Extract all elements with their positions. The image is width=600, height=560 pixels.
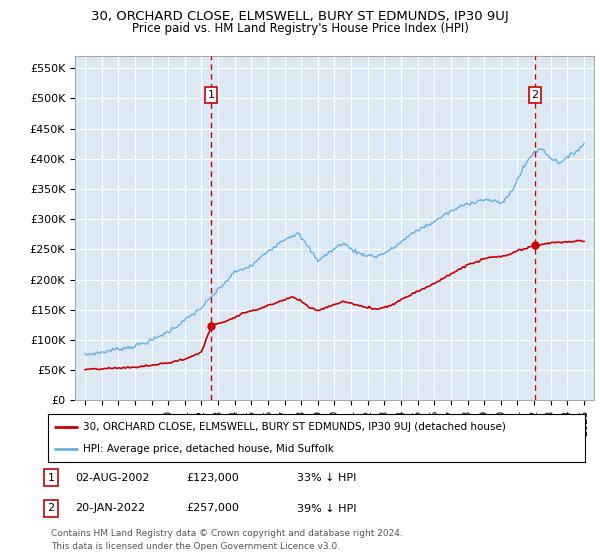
- Text: 2: 2: [532, 90, 539, 100]
- Text: 20-JAN-2022: 20-JAN-2022: [75, 503, 145, 514]
- Text: £257,000: £257,000: [186, 503, 239, 514]
- Text: 02-AUG-2002: 02-AUG-2002: [75, 473, 149, 483]
- Text: 30, ORCHARD CLOSE, ELMSWELL, BURY ST EDMUNDS, IP30 9UJ: 30, ORCHARD CLOSE, ELMSWELL, BURY ST EDM…: [91, 10, 509, 23]
- Text: 1: 1: [208, 90, 215, 100]
- Text: HPI: Average price, detached house, Mid Suffolk: HPI: Average price, detached house, Mid …: [83, 444, 334, 454]
- Text: 39% ↓ HPI: 39% ↓ HPI: [297, 503, 356, 514]
- Text: Contains HM Land Registry data © Crown copyright and database right 2024.
This d: Contains HM Land Registry data © Crown c…: [51, 529, 403, 550]
- Text: Price paid vs. HM Land Registry's House Price Index (HPI): Price paid vs. HM Land Registry's House …: [131, 22, 469, 35]
- Text: 30, ORCHARD CLOSE, ELMSWELL, BURY ST EDMUNDS, IP30 9UJ (detached house): 30, ORCHARD CLOSE, ELMSWELL, BURY ST EDM…: [83, 422, 506, 432]
- Text: 1: 1: [47, 473, 55, 483]
- Text: 33% ↓ HPI: 33% ↓ HPI: [297, 473, 356, 483]
- Text: 2: 2: [47, 503, 55, 514]
- Text: £123,000: £123,000: [186, 473, 239, 483]
